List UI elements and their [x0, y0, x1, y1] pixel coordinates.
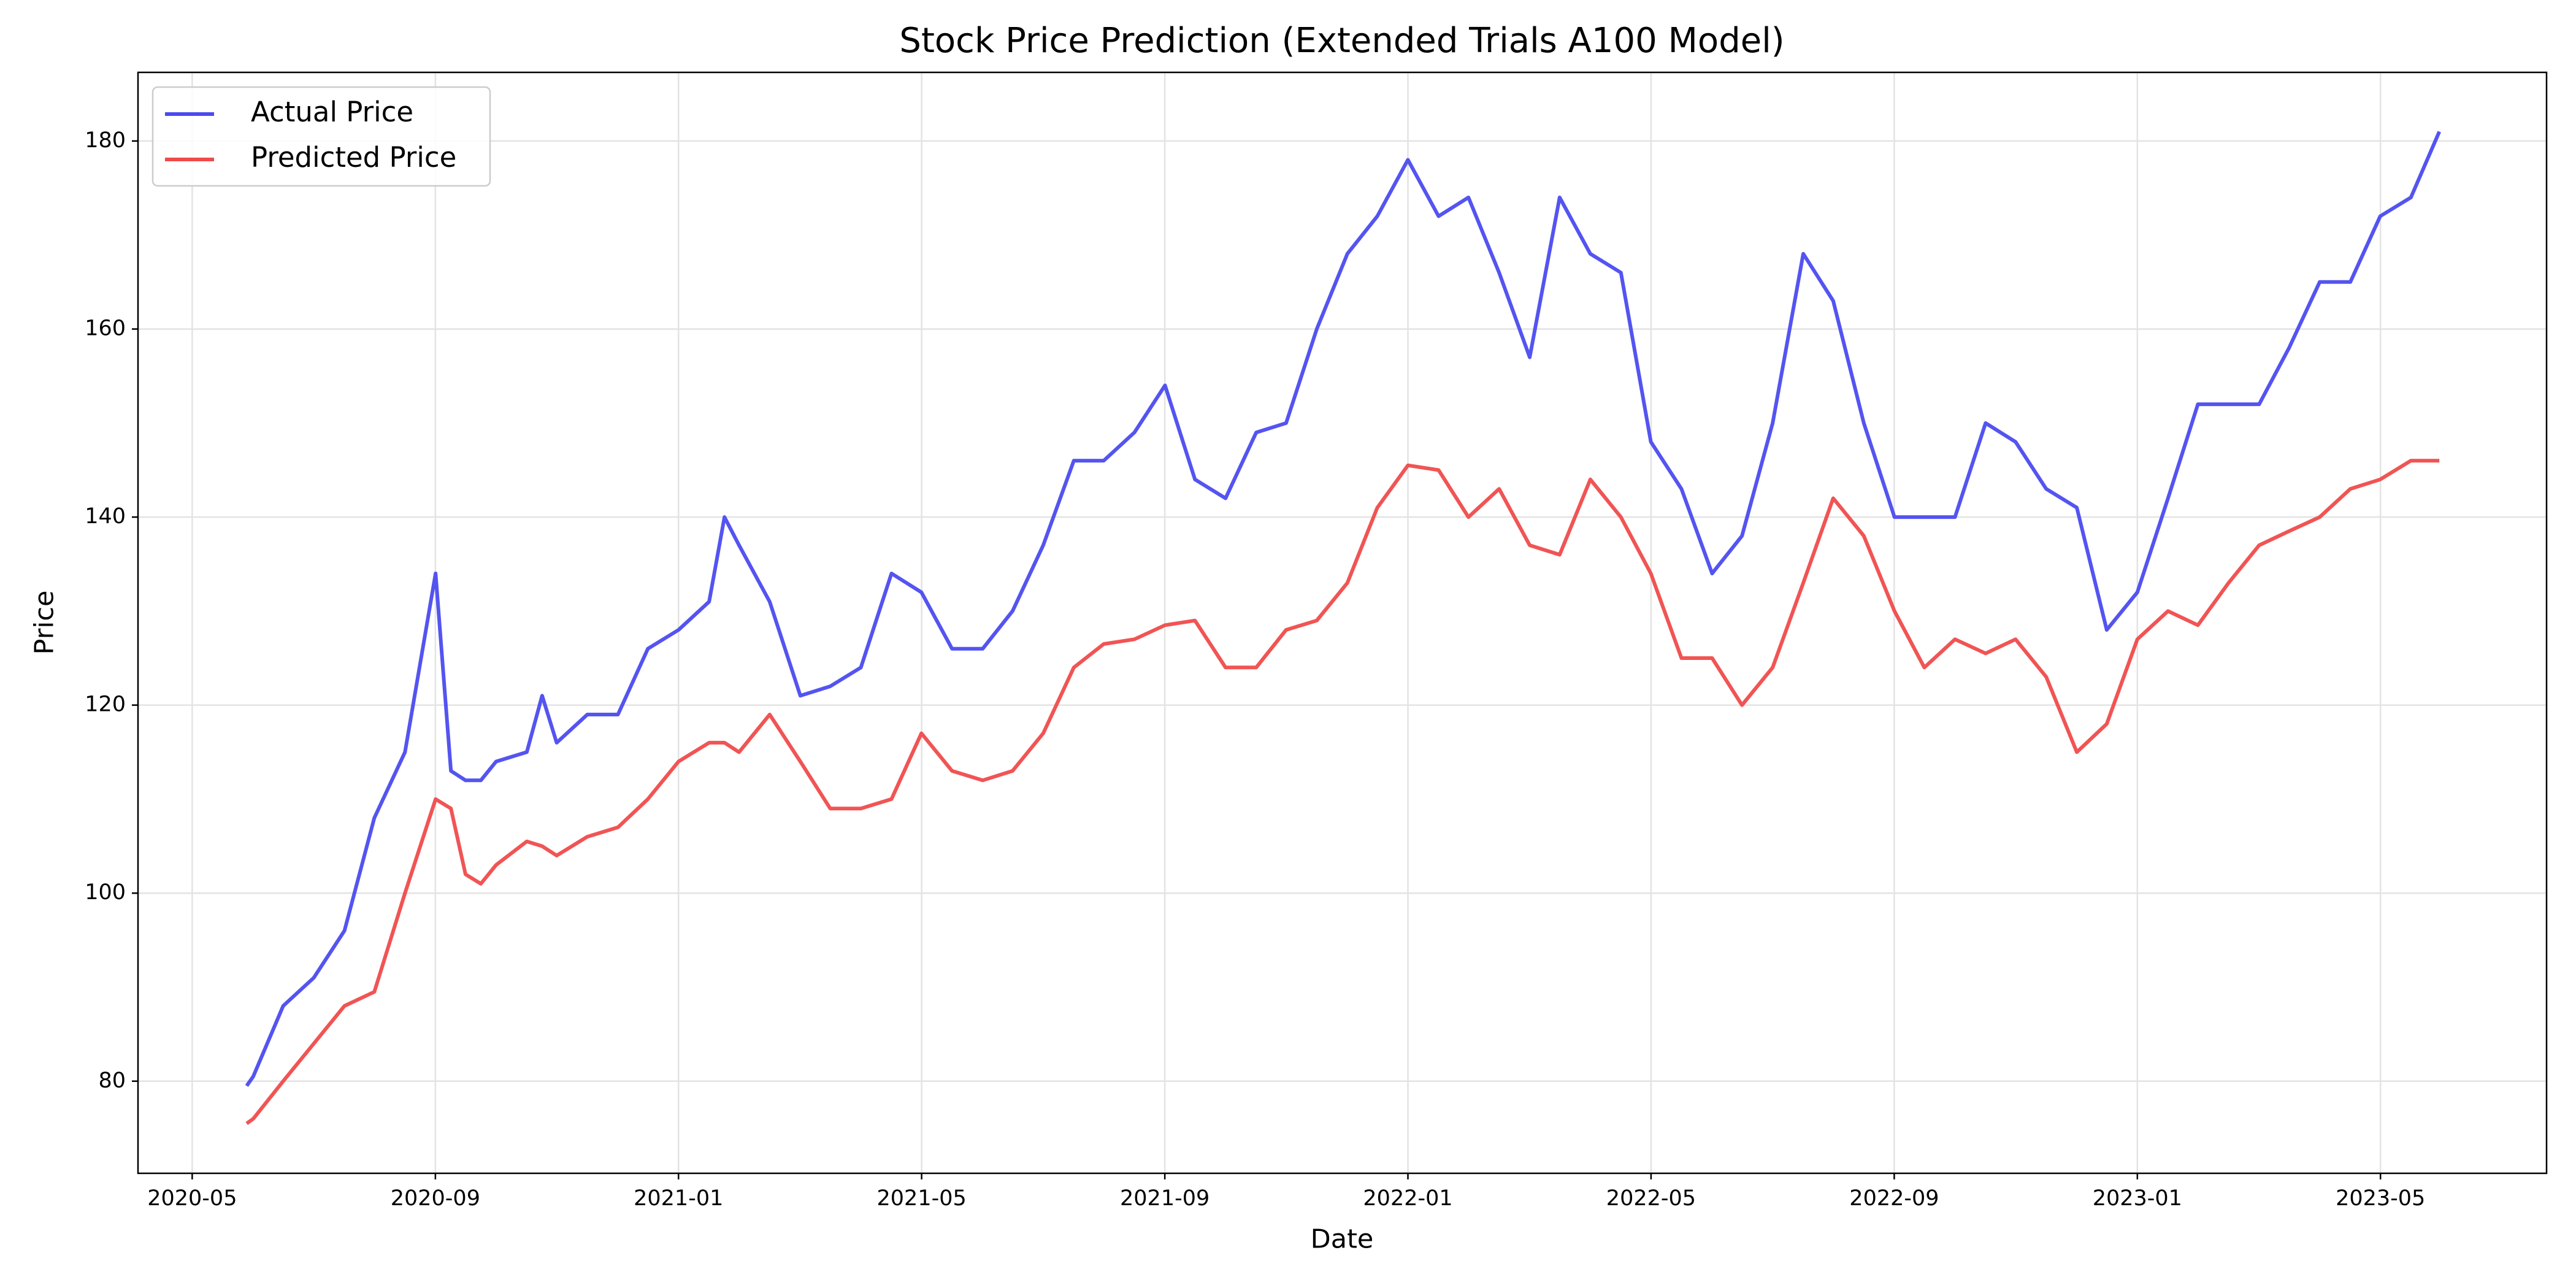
plot-frame: [137, 71, 2548, 1175]
legend-label: Actual Price: [251, 96, 413, 128]
legend-box: [151, 86, 491, 187]
y-axis-label: Price: [29, 591, 60, 655]
data-line: [245, 459, 2440, 1125]
chart-title: Stock Price Prediction (Extended Trials …: [899, 21, 1784, 61]
data-line: [245, 131, 2441, 1087]
x-tick-label: 2021-09: [1120, 1186, 1209, 1211]
x-tick-label: 2023-05: [2336, 1186, 2425, 1211]
x-tick-label: 2020-09: [391, 1186, 480, 1211]
y-tick-label: 140: [85, 504, 126, 529]
x-tick-label: 2023-01: [2093, 1186, 2182, 1211]
x-tick-label: 2021-01: [634, 1186, 723, 1211]
y-tick-label: 120: [85, 692, 126, 717]
y-tick-label: 180: [85, 128, 126, 153]
legend-label: Predicted Price: [251, 141, 456, 174]
x-tick-label: 2021-05: [877, 1186, 967, 1211]
x-tick-label: 2022-01: [1363, 1186, 1452, 1211]
y-tick-label: 80: [98, 1068, 126, 1093]
x-tick-label: 2020-05: [147, 1186, 237, 1211]
y-tick-label: 100: [85, 880, 126, 905]
x-tick-label: 2022-09: [1849, 1186, 1939, 1211]
x-axis-label: Date: [1311, 1224, 1374, 1255]
y-tick-label: 160: [85, 316, 126, 340]
x-tick-label: 2022-05: [1606, 1186, 1696, 1211]
